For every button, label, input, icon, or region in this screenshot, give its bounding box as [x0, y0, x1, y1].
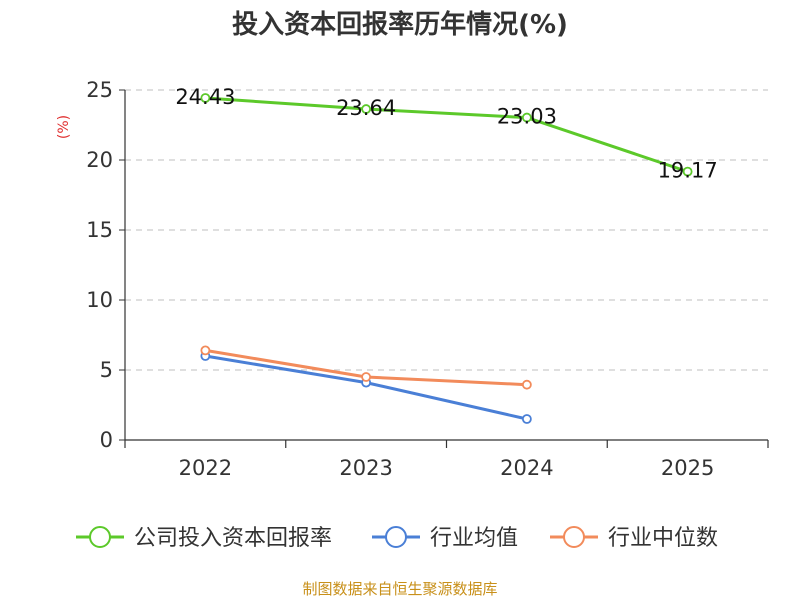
legend-marker-0: [89, 526, 111, 548]
data-point[interactable]: [521, 414, 532, 424]
x-tick-label-2022: 2022: [179, 456, 232, 480]
data-label: 24.43: [175, 85, 235, 109]
x-tick-label-2024: 2024: [500, 456, 553, 480]
data-label: 23.64: [336, 96, 396, 120]
legend-marker-1: [385, 526, 407, 548]
y-axis-unit: (%): [56, 115, 72, 139]
legend-marker-2: [563, 526, 585, 548]
data-point[interactable]: [361, 104, 372, 114]
series-line-0: [205, 96, 689, 174]
data-labels: 24.43 23.64 23.03 19.17: [175, 85, 717, 183]
data-source: 制图数据来自恒生聚源数据库: [302, 580, 497, 598]
data-label: 23.03: [497, 105, 557, 129]
y-tick-label: 5: [100, 358, 113, 382]
legend-label-1[interactable]: 行业均值: [430, 526, 518, 551]
legend-label-0[interactable]: 公司投入资本回报率: [134, 526, 332, 551]
y-tick-label: 25: [86, 78, 113, 102]
legend[interactable]: 公司投入资本回报率 行业均值 行业中位数: [76, 526, 718, 551]
series-group: [200, 93, 693, 424]
data-point[interactable]: [361, 372, 372, 382]
legend-label-2[interactable]: 行业中位数: [608, 526, 718, 551]
data-point[interactable]: [200, 345, 211, 356]
grid-lines: [125, 89, 768, 371]
data-point[interactable]: [521, 112, 532, 123]
y-tick-label: 0: [100, 428, 113, 452]
chart-title: 投入资本回报率历年情况(%): [232, 9, 568, 40]
y-tick-label: 10: [86, 288, 113, 312]
data-point[interactable]: [521, 379, 532, 390]
y-tick-label: 20: [86, 148, 113, 172]
data-point[interactable]: [200, 93, 211, 103]
data-point[interactable]: [682, 166, 693, 177]
y-tick-label: 15: [86, 218, 113, 242]
x-tick-label-2025: 2025: [661, 456, 714, 480]
data-label: 19.17: [658, 159, 718, 183]
x-tick-label-2023: 2023: [339, 456, 392, 480]
